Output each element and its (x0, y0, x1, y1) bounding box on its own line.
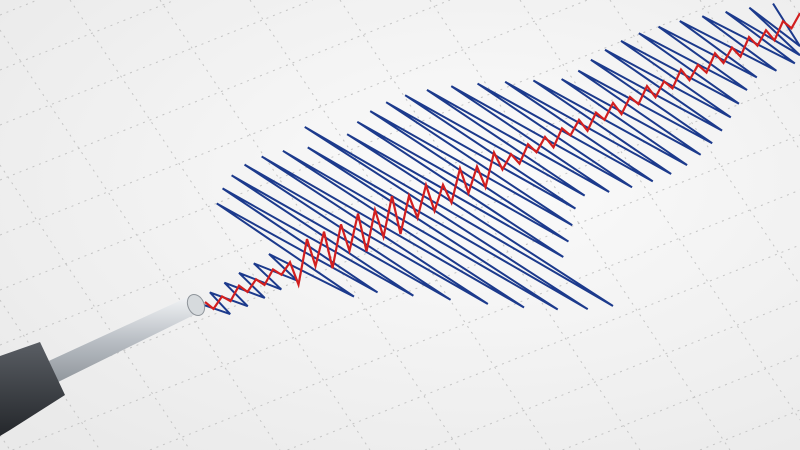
grid-line (519, 0, 800, 421)
grid-line (0, 0, 588, 236)
stylus-rod (40, 296, 200, 385)
grid-line (287, 244, 800, 450)
grid-line (0, 434, 11, 450)
grid-line (149, 189, 800, 450)
blue-seismic-trace (194, 2, 800, 316)
stylus (0, 293, 206, 436)
grid-line (424, 299, 800, 450)
red-seismic-trace (204, 12, 800, 311)
grid-line (0, 29, 281, 450)
stylus-body (0, 342, 65, 436)
grid-line (562, 354, 800, 450)
grid-line (12, 134, 800, 450)
stylus-tip (186, 293, 206, 317)
grid-line (789, 0, 800, 16)
grid-line (0, 0, 313, 126)
grid-line (0, 164, 191, 450)
grid-line (609, 0, 800, 286)
